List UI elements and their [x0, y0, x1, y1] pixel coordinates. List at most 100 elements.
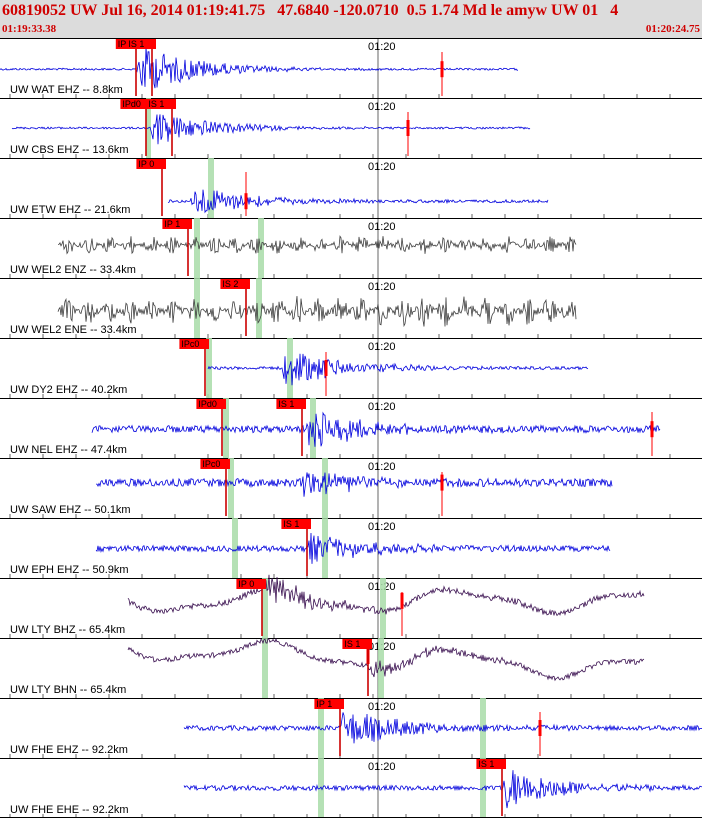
waveform	[127, 637, 645, 682]
waveform	[11, 114, 531, 145]
phase-pick-flag[interactable]	[281, 519, 311, 529]
analysis-window	[480, 698, 486, 758]
window-start-time: 01:19:33.38	[2, 23, 57, 35]
waveform	[167, 189, 549, 214]
event-header: 60819052 UW Jul 16, 2014 01:19:41.75 47.…	[0, 0, 702, 38]
trace-panel: 01:20 IPc0 UW DY2 EHZ -- 40.2km	[0, 338, 702, 398]
phase-pick-label: IP 0	[138, 159, 154, 169]
phase-pick-flag[interactable]	[196, 399, 226, 409]
trace-label: UW CBS EHZ -- 13.6km	[10, 144, 129, 156]
trace-panel: 01:20 IP 1 UW FHE EHZ -- 92.2km	[0, 698, 702, 758]
phase-pick-label: IS 1	[148, 99, 164, 109]
trace-label: UW EPH EHZ -- 50.9km	[10, 564, 129, 576]
waveform	[96, 472, 613, 497]
trace-label: UW WEL2 ENE -- 33.4km	[10, 324, 137, 336]
time-tick-label: 01:20	[368, 521, 396, 533]
amplitude-peak	[324, 360, 328, 376]
time-tick-label: 01:20	[368, 701, 396, 713]
time-tick-label: 01:20	[368, 221, 396, 233]
analysis-window	[223, 398, 229, 458]
time-tick-label: 01:20	[368, 161, 396, 173]
trace-label: UW LTY BHN -- 65.4km	[10, 684, 126, 696]
trace-panel: 01:20 IP 1 UW WEL2 ENZ -- 33.4km	[0, 218, 702, 278]
analysis-window	[318, 698, 324, 758]
analysis-window	[208, 158, 214, 218]
waveform	[95, 532, 611, 564]
event-summary-line: 60819052 UW Jul 16, 2014 01:19:41.75 47.…	[2, 2, 619, 19]
trace-label: UW SAW EHZ -- 50.1km	[10, 504, 131, 516]
analysis-window	[194, 218, 200, 278]
time-tick-label: 01:20	[368, 281, 396, 293]
time-tick-label: 01:20	[368, 401, 396, 413]
waveform	[127, 574, 645, 617]
amplitude-peak	[440, 61, 444, 78]
trace-panel: 01:20 IP 0 UW ETW EHZ -- 21.6km	[0, 158, 702, 218]
trace-panel: 01:20 IPd0 IS 1 UW NEL EHZ -- 47.4km	[0, 398, 702, 458]
phase-pick-label: IPd0	[198, 399, 217, 409]
phase-pick-flag[interactable]	[136, 159, 166, 169]
trace-label: UW WEL2 ENZ -- 33.4km	[10, 264, 136, 276]
phase-pick-flag[interactable]	[200, 459, 230, 469]
trace-panel: 01:20 IPd0 IS 1 UW CBS EHZ -- 13.6km	[0, 98, 702, 158]
phase-pick-flag[interactable]	[146, 99, 176, 109]
phase-pick-flag[interactable]	[179, 339, 209, 349]
trace-panel: 01:20 IS 2 UW WEL2 ENE -- 33.4km	[0, 278, 702, 338]
time-tick-label: 01:20	[368, 41, 396, 53]
amplitude-peak	[538, 720, 542, 736]
phase-pick-label: IS 2	[222, 279, 238, 289]
time-tick-label: 01:20	[368, 461, 396, 473]
analysis-window	[322, 458, 328, 518]
phase-pick-label: IPc	[118, 39, 132, 49]
phase-pick-label: IPc0	[202, 459, 220, 469]
phase-pick-flag[interactable]	[236, 579, 266, 589]
trace-label: UW LTY BHZ -- 65.4km	[10, 624, 125, 636]
phase-pick-label: IP 0	[238, 579, 254, 589]
waveform	[183, 712, 702, 744]
waveform	[207, 353, 589, 386]
phase-pick-label: IS 1	[283, 519, 299, 529]
phase-pick-label: IP 1	[164, 219, 180, 229]
analysis-window	[322, 518, 328, 578]
time-tick-label: 01:20	[368, 341, 396, 353]
phase-pick-label: IS 1	[128, 39, 144, 49]
trace-label: UW ETW EHZ -- 21.6km	[10, 204, 130, 216]
trace-label: UW FHE EHE -- 92.2km	[10, 804, 129, 816]
phase-pick-flag[interactable]	[162, 219, 192, 229]
phase-pick-flag[interactable]	[126, 39, 156, 49]
analysis-window	[262, 638, 268, 698]
phase-pick-flag[interactable]	[342, 639, 372, 649]
analysis-window	[228, 458, 234, 518]
window-end-time: 01:20:24.75	[645, 23, 700, 35]
phase-pick-flag[interactable]	[314, 699, 344, 709]
trace-label: UW NEL EHZ -- 47.4km	[10, 444, 127, 456]
waveform	[183, 770, 702, 809]
phase-pick-label: IPd0	[122, 99, 141, 109]
waveform	[0, 45, 518, 89]
trace-panel: 01:20 IS 1 UW FHE EHE -- 92.2km	[0, 758, 702, 818]
phase-pick-label: IPc0	[181, 339, 199, 349]
amplitude-peak	[406, 120, 410, 136]
analysis-window	[287, 338, 293, 398]
trace-panel: 01:20 IS 1 UW EPH EHZ -- 50.9km	[0, 518, 702, 578]
phase-pick-flag[interactable]	[120, 99, 150, 109]
trace-label: UW FHE EHZ -- 92.2km	[10, 744, 128, 756]
phase-pick-flag[interactable]	[220, 279, 250, 289]
analysis-window	[232, 518, 238, 578]
amplitude-peak	[650, 421, 654, 438]
analysis-window	[380, 578, 386, 638]
phase-pick-flag[interactable]	[476, 759, 506, 769]
analysis-window	[256, 278, 262, 338]
phase-pick-label: IS 1	[278, 399, 294, 409]
waveform	[91, 411, 661, 447]
trace-label: UW WAT EHZ -- 8.8km	[10, 84, 123, 96]
phase-pick-label: IS 1	[344, 639, 360, 649]
amplitude-peak	[244, 193, 248, 210]
phase-pick-flag[interactable]	[276, 399, 306, 409]
analysis-window	[262, 578, 268, 638]
phase-pick-label: IP 1	[316, 699, 332, 709]
trace-panel: 01:20 IPc0 UW SAW EHZ -- 50.1km	[0, 458, 702, 518]
